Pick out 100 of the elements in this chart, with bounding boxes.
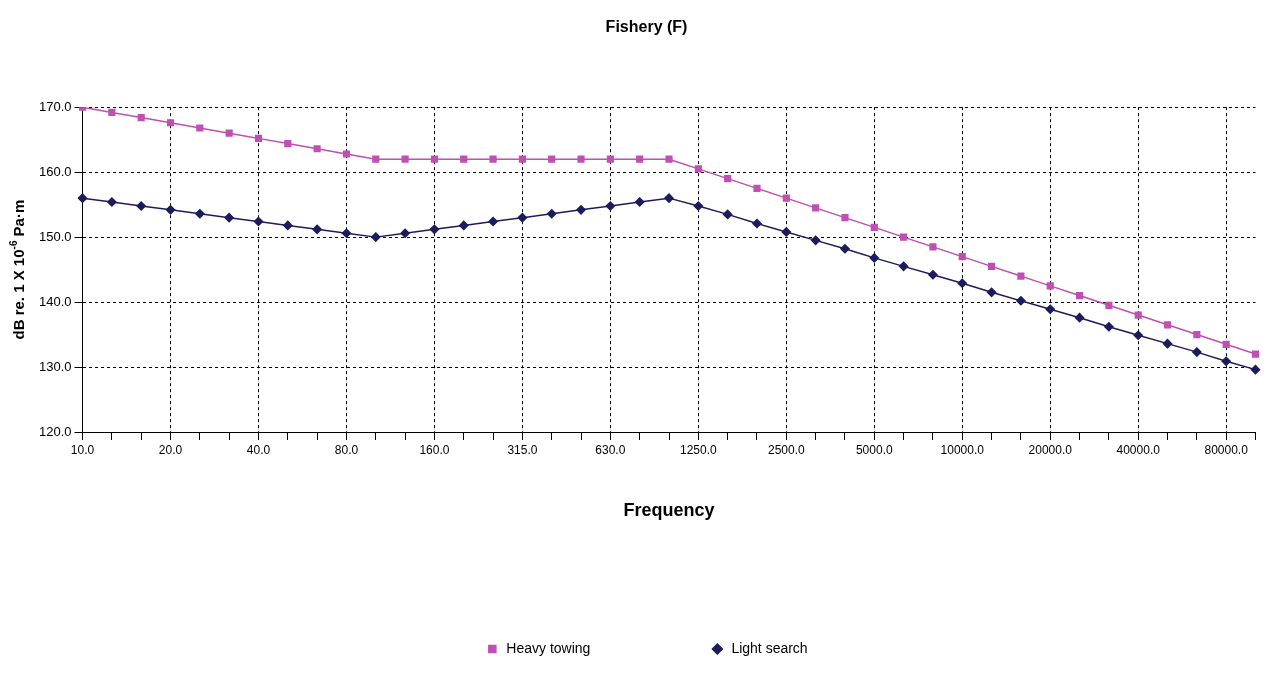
point <box>812 204 820 212</box>
point <box>284 140 292 148</box>
point <box>870 223 878 231</box>
point <box>605 201 616 211</box>
point <box>313 145 321 153</box>
point <box>1221 356 1231 366</box>
point <box>1046 282 1054 290</box>
point <box>665 155 673 163</box>
point <box>928 270 938 280</box>
point <box>929 243 937 251</box>
point <box>341 228 352 238</box>
point <box>958 253 966 261</box>
point <box>1045 304 1055 314</box>
point <box>430 155 438 163</box>
point <box>107 197 117 207</box>
point <box>548 155 556 163</box>
legend-label: Light search <box>731 639 808 656</box>
x-tick-label: 20000.0 <box>1028 442 1073 457</box>
x-tick-label: 10.0 <box>70 442 95 457</box>
point <box>1192 347 1202 357</box>
point <box>986 287 997 298</box>
point <box>781 227 792 237</box>
x-tick-label: 1250.0 <box>679 442 718 457</box>
point <box>1016 296 1026 306</box>
point <box>722 209 733 220</box>
point <box>1163 321 1172 329</box>
x-tick-label: 40000.0 <box>1116 442 1161 457</box>
point <box>254 134 263 142</box>
point <box>371 232 381 242</box>
point <box>1104 322 1114 332</box>
point <box>312 224 322 235</box>
point <box>488 216 498 227</box>
point <box>636 155 644 163</box>
point <box>518 155 526 163</box>
point <box>108 108 116 116</box>
point <box>1105 301 1113 309</box>
x-tick-label: 20.0 <box>158 442 183 457</box>
y-tick-label: 170.0 <box>38 98 72 114</box>
x-tick-label: 40.0 <box>246 442 271 457</box>
point <box>577 155 585 163</box>
x-tick-label: 80.0 <box>334 442 359 457</box>
x-tick-label: 160.0 <box>419 442 450 457</box>
point <box>810 235 821 246</box>
point <box>1017 272 1025 280</box>
point <box>225 129 233 137</box>
point <box>489 155 497 163</box>
y-axis-title: dB re. 1 X 10-6 Pa·m <box>7 199 28 340</box>
point <box>664 193 674 203</box>
point <box>137 114 145 122</box>
point <box>693 201 704 211</box>
point <box>253 216 264 227</box>
point <box>1222 340 1230 348</box>
point <box>517 212 528 223</box>
point <box>196 124 204 132</box>
point <box>634 197 645 207</box>
x-tick-label: 2500.0 <box>767 442 805 457</box>
x-axis-title: Frequency <box>623 500 715 521</box>
point <box>283 220 293 231</box>
point <box>1074 312 1085 323</box>
x-tick-label: 80000.0 <box>1204 442 1249 457</box>
point <box>900 233 908 241</box>
y-tick-label: 130.0 <box>38 358 72 374</box>
point <box>1075 292 1084 300</box>
point <box>841 214 849 222</box>
point <box>898 261 909 272</box>
point <box>752 218 762 229</box>
point <box>372 155 380 163</box>
point <box>576 205 586 215</box>
point <box>342 150 351 158</box>
point <box>401 155 409 163</box>
x-tick-label: 5000.0 <box>855 442 893 457</box>
point <box>166 119 175 127</box>
x-tick-label: 315.0 <box>507 442 538 457</box>
point <box>165 205 176 215</box>
point <box>957 278 968 288</box>
point <box>606 155 614 163</box>
point <box>400 228 410 238</box>
point <box>1251 350 1260 358</box>
point <box>782 194 790 202</box>
point <box>988 262 996 270</box>
y-tick-label: 160.0 <box>38 163 72 179</box>
point <box>195 208 205 219</box>
legend-label: Heavy towing <box>506 639 591 656</box>
point <box>1134 311 1142 319</box>
point <box>224 212 234 223</box>
point <box>1193 330 1201 339</box>
y-tick-label: 120.0 <box>38 423 72 439</box>
point <box>869 253 880 263</box>
point <box>546 208 557 219</box>
x-tick-label: 10000.0 <box>940 442 985 457</box>
point <box>1162 338 1173 349</box>
point <box>1133 330 1143 340</box>
x-tick-label: 630.0 <box>595 442 626 457</box>
point <box>1250 364 1261 375</box>
point <box>77 193 88 203</box>
chart-title: Fishery (F) <box>605 18 688 36</box>
y-tick-label: 140.0 <box>38 293 72 309</box>
point <box>429 224 440 235</box>
point <box>136 201 146 211</box>
point <box>460 155 468 163</box>
